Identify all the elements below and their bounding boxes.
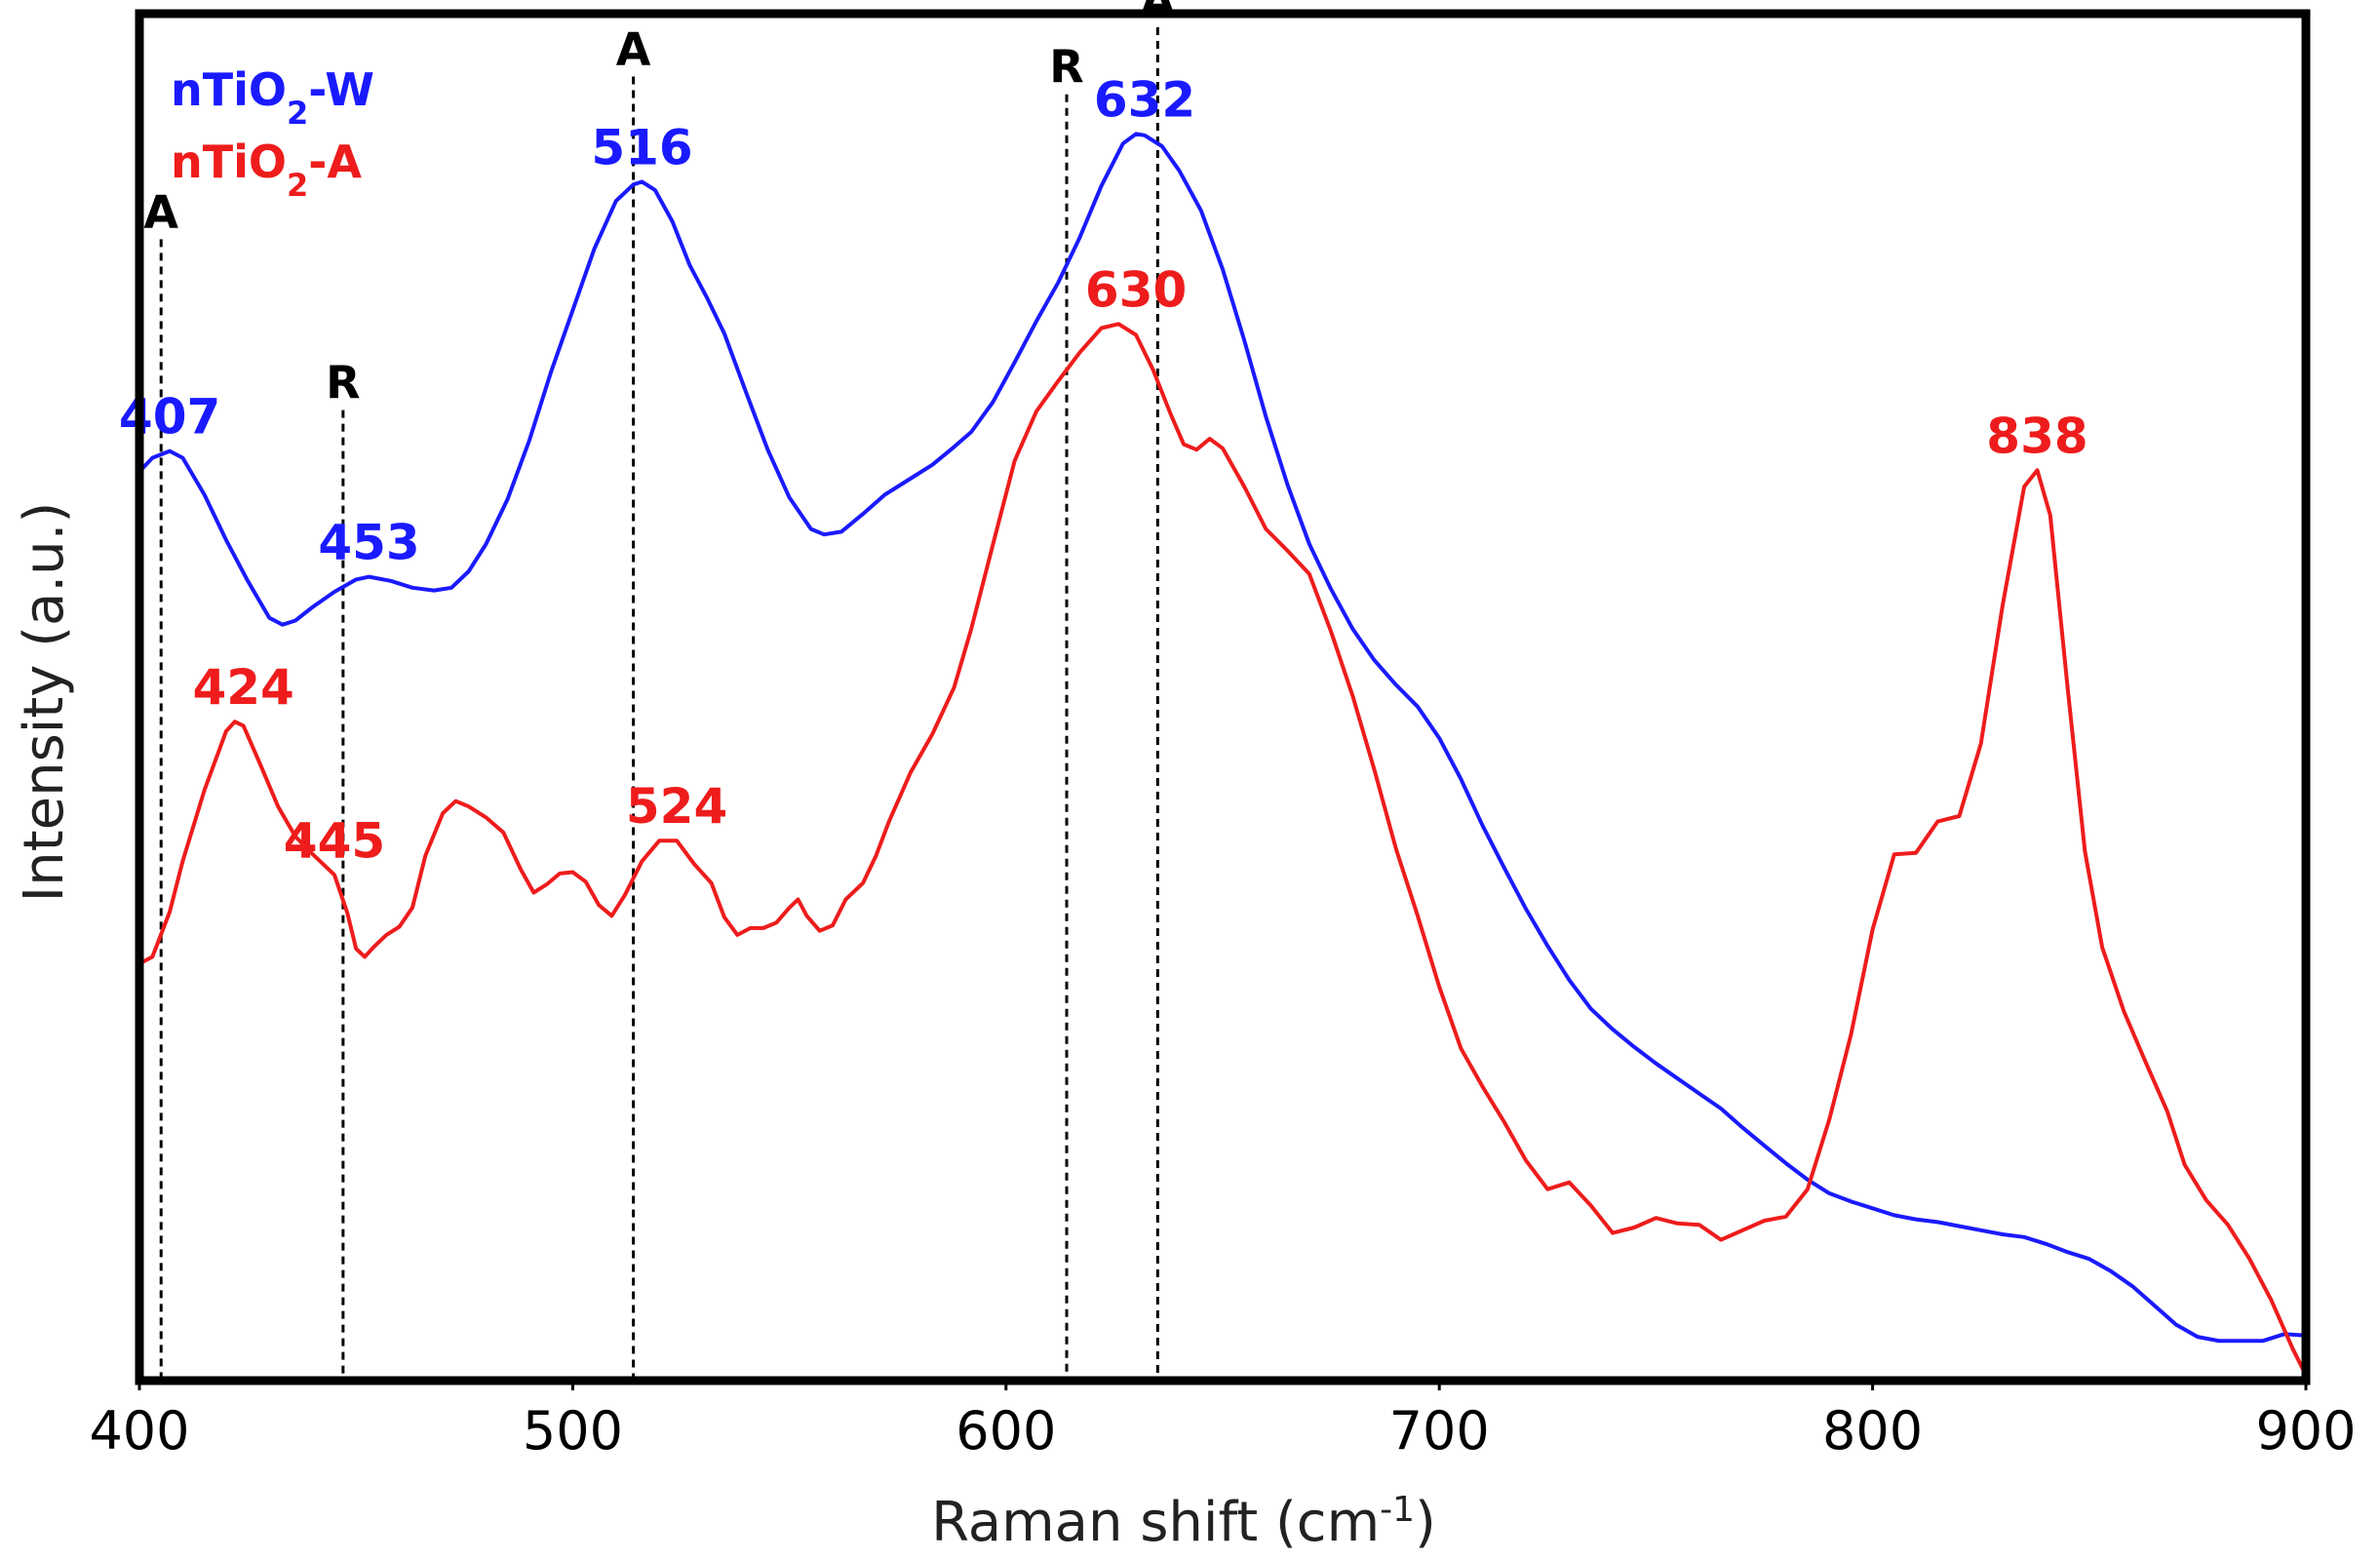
plot-frame	[135, 9, 2311, 1385]
x-tick-label-500: 500	[523, 1400, 623, 1462]
reference-label-a-0: A	[143, 185, 178, 238]
legend: nTiO2-W nTiO2-A	[171, 63, 374, 204]
peak-label-445: 445	[284, 812, 385, 869]
x-tick-label-800: 800	[1822, 1400, 1923, 1462]
legend-entry-ntio2-w: nTiO2-W	[171, 63, 374, 132]
x-tick-label-600: 600	[956, 1400, 1056, 1462]
series-line-ntio2-w	[137, 132, 2307, 1344]
peak-label-424: 424	[192, 659, 293, 716]
legend-entry-ntio2-a: nTiO2-A	[171, 136, 362, 204]
x-tick-label-700: 700	[1389, 1400, 1490, 1462]
reference-label-r-1: R	[326, 357, 360, 410]
peak-label-407: 407	[119, 389, 220, 446]
peak-label-632: 632	[1094, 71, 1195, 128]
x-tick-label-400: 400	[89, 1400, 189, 1462]
peak-label-453: 453	[318, 515, 419, 571]
reference-label-a-2: A	[616, 22, 651, 75]
x-tick-label-900: 900	[2255, 1400, 2356, 1462]
x-axis-title: Raman shift (cm-1)	[931, 1490, 1436, 1555]
peak-label-838: 838	[1986, 408, 2087, 464]
series-line-ntio2-a	[138, 322, 2308, 1377]
y-axis-title: Intensity (a.u.)	[13, 502, 76, 903]
peak-label-630: 630	[1085, 261, 1187, 318]
x-axis-ticks: 400 500 600 700 800 900	[89, 1381, 2357, 1462]
peak-label-516: 516	[591, 119, 692, 176]
peak-label-524: 524	[626, 778, 727, 835]
reference-label-r-3: R	[1049, 41, 1083, 94]
